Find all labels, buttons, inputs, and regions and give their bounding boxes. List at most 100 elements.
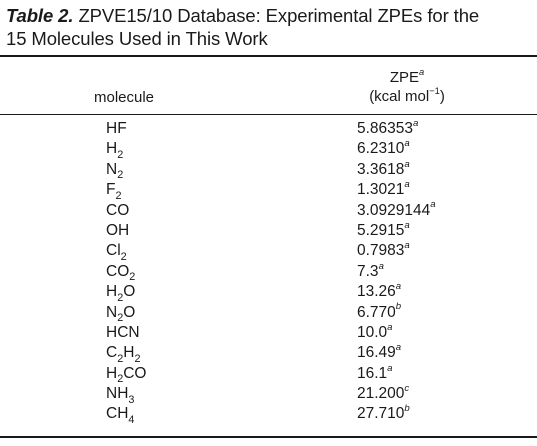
table-row: H2CO 16.1a — [0, 362, 537, 386]
table-row: HCN 10.0a — [0, 321, 537, 343]
zpe-value: 27.710 — [357, 405, 405, 423]
zpe-value: 6.2310 — [357, 140, 405, 158]
molecule-cell: OH — [106, 221, 129, 241]
footnote-mark: a — [395, 342, 402, 354]
table-row: OH 5.2915a — [0, 221, 537, 241]
zpe-cell: 5.86353a — [357, 119, 418, 139]
formula-symbol: HCN — [106, 323, 140, 341]
zpe-cell: 3.3618a — [357, 159, 410, 180]
zpe-cell: 5.2915a — [357, 221, 410, 241]
molecule-cell: H2CO — [106, 364, 147, 386]
zpe-label: ZPE — [389, 69, 419, 86]
zpe-value: 1.3021 — [357, 181, 405, 199]
zpe-cell: 27.710b — [357, 404, 410, 424]
formula-subscript: 3 — [128, 393, 135, 406]
formula-symbol: O — [123, 303, 136, 321]
footnote-mark: a — [404, 179, 410, 191]
table-row: Cl2 0.7983a — [0, 240, 537, 263]
formula-symbol: OH — [106, 221, 130, 239]
zpe-cell: 21.200c — [357, 384, 409, 404]
formula-subscript: 2 — [115, 189, 122, 202]
formula-symbol: N — [106, 160, 118, 178]
zpe-value: 3.0929144 — [357, 201, 431, 219]
zpe-value: 5.86353 — [357, 120, 414, 137]
formula-subscript: 2 — [117, 149, 124, 162]
table-caption: Table 2. ZPVE15/10 Database: Experimenta… — [6, 4, 534, 50]
formula-subscript: 4 — [128, 414, 135, 427]
table-row: CH4 27.710b — [0, 404, 537, 427]
footnote-mark: c — [404, 382, 410, 394]
zpe-value: 5.2915 — [357, 221, 405, 239]
molecule-cell: CO2 — [106, 262, 136, 284]
formula-symbol: H — [106, 140, 118, 158]
formula-symbol: O — [123, 283, 136, 301]
footnote-mark: a — [404, 240, 410, 252]
zpe-value: 0.7983 — [357, 242, 405, 260]
formula-symbol: CH — [106, 405, 129, 423]
zpe-cell: 16.49a — [357, 343, 401, 363]
formula-symbol: Cl — [106, 242, 121, 260]
formula-subscript: 2 — [129, 271, 136, 284]
footnote-mark: a — [387, 362, 393, 374]
table-title-line2: 15 Molecules Used in This Work — [6, 28, 268, 49]
table-row: C2H2 16.49a — [0, 343, 537, 365]
formula-symbol: N — [106, 303, 118, 321]
zpe-value: 6.770 — [357, 303, 396, 321]
table-title: ZPVE15/10 Database: Experimental ZPEs fo… — [78, 5, 480, 26]
header-rule — [0, 114, 537, 115]
molecule-cell: H2O — [106, 282, 136, 304]
formula-symbol: CO — [106, 201, 130, 219]
molecule-cell: N2 — [106, 160, 123, 181]
footnote-mark: a — [387, 321, 393, 333]
molecule-cell: CO — [106, 201, 129, 221]
zpe-footnote-mark: a — [419, 67, 425, 78]
unit-close: ) — [439, 88, 445, 105]
formula-symbol: HF — [106, 120, 127, 137]
formula-symbol: H — [106, 283, 118, 301]
zpe-value: 16.49 — [357, 344, 396, 362]
footnote-mark: b — [395, 301, 402, 313]
table-row: F2 1.3021a — [0, 180, 537, 202]
formula-symbol: C — [106, 344, 118, 362]
molecule-cell: F2 — [106, 180, 122, 202]
bottom-rule — [0, 436, 537, 438]
formula-symbol: CO — [123, 364, 147, 382]
zpe-value: 3.3618 — [357, 160, 405, 178]
footnote-mark: a — [404, 138, 410, 150]
formula-subscript: 2 — [117, 291, 124, 304]
column-header-zpe: ZPEa (kcal mol−1) — [349, 67, 465, 106]
molecule-cell: HF — [106, 119, 127, 139]
unit-exponent: −1 — [429, 86, 440, 97]
molecule-cell: H2 — [106, 139, 124, 162]
molecule-cell: CH4 — [106, 404, 135, 427]
column-header-molecule: molecule — [94, 89, 155, 106]
table-row: N2O 6.770b — [0, 301, 537, 324]
table-row: NH3 21.200c — [0, 384, 537, 406]
formula-symbol: F — [106, 181, 116, 199]
formula-symbol: NH — [106, 385, 129, 403]
formula-subscript: 2 — [117, 373, 124, 386]
zpe-value: 21.200 — [357, 385, 405, 403]
table-row: N2 3.3618a — [0, 159, 537, 181]
formula-subscript: 2 — [120, 250, 127, 263]
table-label: Table 2. — [6, 5, 74, 26]
zpe-cell: 1.3021a — [357, 180, 410, 200]
molecule-cell: N2O — [106, 303, 136, 324]
table-row: CO2 7.3a — [0, 261, 537, 284]
molecule-cell: HCN — [106, 323, 140, 343]
zpe-value: 10.0 — [357, 323, 388, 341]
zpe-value: 7.3 — [357, 262, 379, 280]
table-row: HF 5.86353a — [0, 119, 537, 139]
footnote-mark: a — [404, 219, 410, 231]
table-row: H2 6.2310a — [0, 138, 537, 162]
top-rule — [0, 55, 537, 57]
footnote-mark: a — [395, 281, 402, 293]
footnote-mark: b — [404, 403, 410, 415]
molecule-cell: C2H2 — [106, 343, 141, 365]
zpe-cell: 3.0929144a — [357, 200, 436, 221]
zpe-value: 13.26 — [357, 283, 396, 301]
formula-subscript: 2 — [134, 352, 141, 365]
footnote-mark: a — [413, 117, 419, 129]
unit-open: (kcal mol — [369, 88, 430, 105]
zpe-cell: 10.0a — [357, 321, 393, 343]
